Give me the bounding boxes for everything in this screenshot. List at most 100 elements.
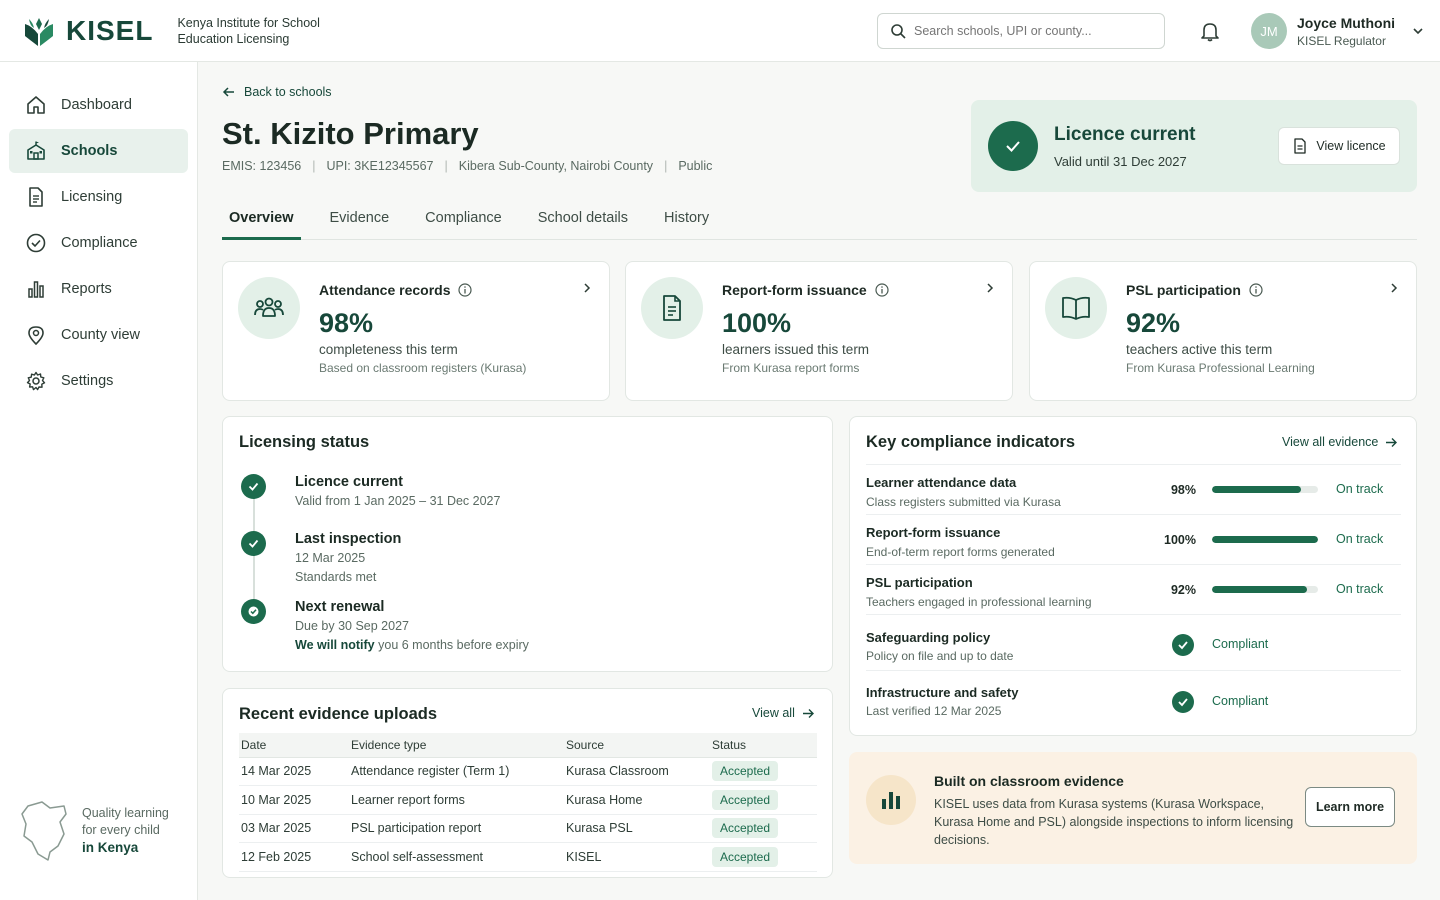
- footer-line-2: for every child: [82, 823, 160, 837]
- indicator-name: PSL participation: [866, 575, 973, 590]
- metric-card-attendance[interactable]: Attendance records 98% completeness this…: [222, 261, 610, 401]
- sidebar-item-county-view[interactable]: County view: [9, 313, 188, 357]
- table-row[interactable]: 14 Mar 2025 Attendance register (Term 1)…: [239, 757, 817, 786]
- progress-fill: [1212, 586, 1308, 593]
- step-detail: 12 Mar 2025: [295, 551, 366, 565]
- chevron-right-icon[interactable]: [581, 282, 593, 294]
- renewal-notice: We will notify you 6 months before expir…: [295, 638, 529, 652]
- indicator-row-infrastructure[interactable]: Infrastructure and safety Last verified …: [866, 671, 1401, 729]
- tab-history[interactable]: History: [664, 210, 710, 226]
- sidebar-item-label: Licensing: [61, 189, 123, 205]
- tab-compliance[interactable]: Compliance: [425, 210, 502, 226]
- sidebar-item-licensing[interactable]: Licensing: [9, 175, 188, 219]
- notification-bell-icon[interactable]: [1199, 20, 1221, 42]
- table-row[interactable]: 12 Feb 2025 School self-assessment KISEL…: [239, 842, 817, 872]
- licensing-status-panel: Licensing status Licence current Valid f…: [222, 416, 833, 672]
- sidebar-item-settings[interactable]: Settings: [9, 359, 188, 403]
- info-icon[interactable]: [1249, 283, 1263, 297]
- view-licence-button[interactable]: View licence: [1278, 127, 1400, 165]
- brand[interactable]: KISEL Kenya Institute for School Educati…: [0, 14, 340, 48]
- info-icon[interactable]: [875, 283, 889, 297]
- emis-code: EMIS: 123456: [222, 159, 302, 173]
- tab-overview[interactable]: Overview: [222, 202, 301, 240]
- step-title: Licence current: [295, 474, 403, 490]
- kisel-logo-icon: [25, 17, 53, 46]
- kenya-map-icon: [21, 801, 67, 861]
- school-type: Public: [678, 159, 713, 173]
- table-row[interactable]: 03 Mar 2025 PSL participation report Kur…: [239, 814, 817, 843]
- indicator-row-psl[interactable]: PSL participation Teachers engaged in pr…: [866, 565, 1401, 615]
- view-all-indicators-link[interactable]: View all evidence: [1282, 435, 1398, 449]
- metric-source: From Kurasa report forms: [722, 361, 860, 375]
- check-icon: [241, 531, 266, 556]
- indicator-description: Class registers submitted via Kurasa: [866, 495, 1061, 509]
- view-all-evidence-link[interactable]: View all: [752, 706, 815, 720]
- progress-fill: [1212, 486, 1302, 493]
- table-cell: Learner report forms: [349, 785, 564, 815]
- chevron-right-icon[interactable]: [1388, 282, 1400, 294]
- table-cell: Kurasa PSL: [564, 814, 710, 843]
- progress-fill: [1212, 536, 1318, 543]
- sidebar-item-schools[interactable]: Schools: [9, 129, 188, 173]
- indicator-percent: 100%: [1164, 533, 1196, 547]
- search-box[interactable]: [877, 13, 1165, 49]
- metric-card-psl[interactable]: PSL participation 92% teachers active th…: [1029, 261, 1417, 401]
- licence-title: Licence current: [1054, 123, 1196, 145]
- metric-source: Based on classroom registers (Kurasa): [319, 361, 527, 375]
- learn-more-button[interactable]: Learn more: [1305, 787, 1395, 827]
- sidebar-item-dashboard[interactable]: Dashboard: [9, 83, 188, 127]
- table-cell: 10 Mar 2025: [239, 785, 349, 815]
- column-header: Status: [710, 733, 817, 758]
- metric-value: 92%: [1126, 308, 1181, 338]
- table-cell: School self-assessment: [349, 842, 564, 872]
- back-to-schools-link[interactable]: Back to schools: [222, 85, 332, 99]
- arrow-right-icon: [1386, 437, 1398, 447]
- school-icon: [27, 141, 45, 160]
- recent-evidence-panel: Recent evidence uploads View all Date Ev…: [222, 688, 833, 878]
- user-menu[interactable]: JM Joyce Muthoni KISEL Regulator: [1251, 13, 1425, 49]
- back-label: Back to schools: [244, 85, 332, 99]
- sidebar-item-reports[interactable]: Reports: [9, 267, 188, 311]
- check-circle-icon: [26, 233, 46, 253]
- column-header: Date: [239, 733, 349, 758]
- sidebar-footer: Quality learning for every child in Keny…: [20, 800, 169, 862]
- table-row[interactable]: 10 Mar 2025 Learner report forms Kurasa …: [239, 785, 817, 815]
- step-title: Next renewal: [295, 599, 385, 615]
- table-cell: 12 Feb 2025: [239, 842, 349, 872]
- indicator-description: Last verified 12 Mar 2025: [866, 704, 1002, 718]
- view-licence-label: View licence: [1316, 139, 1386, 153]
- tab-evidence[interactable]: Evidence: [329, 210, 390, 226]
- indicator-status: Compliant: [1212, 694, 1269, 708]
- sidebar-item-label: Dashboard: [61, 97, 132, 113]
- document-icon: [29, 187, 43, 207]
- check-icon: [1172, 634, 1194, 656]
- tab-school-details[interactable]: School details: [537, 210, 629, 226]
- sidebar: Dashboard Schools Licensing Compliance R…: [0, 62, 198, 900]
- indicator-row-attendance[interactable]: Learner attendance data Class registers …: [866, 465, 1401, 515]
- view-all-label: View all evidence: [1282, 435, 1379, 449]
- search-input[interactable]: [914, 24, 1144, 38]
- indicator-row-safeguarding[interactable]: Safeguarding policy Policy on file and u…: [866, 615, 1401, 671]
- brand-subtitle: Kenya Institute for School Education Lic…: [177, 15, 320, 46]
- status-badge: Accepted: [712, 818, 779, 839]
- upi-code: UPI: 3KE12345567: [326, 159, 434, 173]
- chevron-down-icon[interactable]: [1411, 24, 1425, 38]
- indicator-status: On track: [1336, 532, 1384, 546]
- info-icon[interactable]: [458, 283, 473, 297]
- bar-chart-icon: [866, 775, 916, 825]
- indicator-row-report-forms[interactable]: Report-form issuance End-of-term report …: [866, 515, 1401, 565]
- chevron-right-icon[interactable]: [984, 282, 996, 294]
- sidebar-nav: Dashboard Schools Licensing Compliance R…: [0, 62, 197, 403]
- sidebar-item-label: Compliance: [61, 235, 138, 251]
- indicator-name: Report-form issuance: [866, 525, 1001, 540]
- brand-name: KISEL: [66, 14, 154, 46]
- footer-line-1: Quality learning: [82, 806, 169, 820]
- sidebar-item-compliance[interactable]: Compliance: [9, 221, 188, 265]
- metric-value: 98%: [319, 308, 374, 338]
- metric-source: From Kurasa Professional Learning: [1126, 361, 1315, 375]
- indicator-progress-bar: [1212, 486, 1318, 493]
- indicator-status: Compliant: [1212, 637, 1269, 651]
- metric-card-report-forms[interactable]: Report-form issuance 100% learners issue…: [625, 261, 1013, 401]
- table-cell: PSL participation report: [349, 814, 564, 843]
- footer-line-3: in Kenya: [82, 840, 139, 855]
